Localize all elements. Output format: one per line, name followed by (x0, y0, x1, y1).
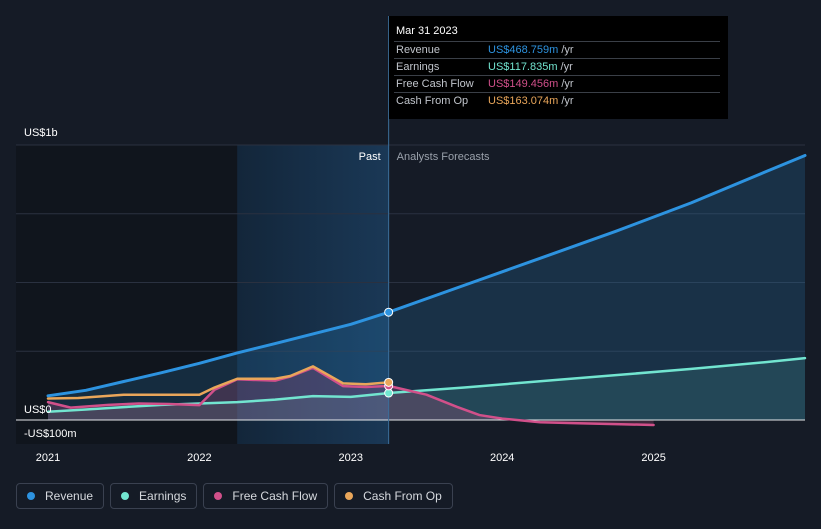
tooltip-value-wrap: US$163.074m/yr (488, 95, 574, 107)
chart-legend: Revenue Earnings Free Cash Flow Cash Fro… (16, 483, 453, 511)
earnings-line (46, 356, 807, 413)
tooltip-unit: /yr (560, 61, 573, 73)
tooltip-row-free-cash-flow: Free Cash Flow US$149.456m/yr (394, 75, 720, 92)
data-tooltip: Mar 31 2023 Revenue US$468.759m/yr Earni… (389, 16, 728, 119)
tooltip-value-wrap: US$117.835m/yr (488, 61, 573, 73)
past-label: Past (359, 151, 381, 163)
tooltip-value: US$149.456m (488, 78, 559, 90)
tooltip-unit: /yr (561, 44, 574, 56)
revenue-dot-icon (27, 492, 35, 500)
x-tick-label: 2022 (187, 452, 211, 464)
tooltip-value-wrap: US$149.456m/yr (488, 78, 574, 90)
legend-item-earnings[interactable]: Earnings (110, 483, 198, 509)
cash-from-op-line (46, 365, 390, 400)
legend-label: Revenue (45, 489, 94, 503)
x-tick-label: 2023 (339, 452, 363, 464)
legend-label: Free Cash Flow (232, 489, 318, 503)
legend-item-free-cash-flow[interactable]: Free Cash Flow (203, 483, 329, 509)
cash-from-op-marker (384, 377, 394, 387)
legend-label: Cash From Op (363, 489, 442, 503)
revenue-line (46, 153, 807, 398)
free-cash-flow-dot-icon (214, 492, 223, 500)
x-tick-label: 2021 (36, 452, 60, 464)
tooltip-row-revenue: Revenue US$468.759m/yr (394, 41, 720, 58)
tooltip-value: US$468.759m (488, 44, 559, 56)
y-axis-label: US$1b (24, 127, 58, 139)
legend-item-cash-from-op[interactable]: Cash From Op (334, 483, 453, 509)
tooltip-unit: /yr (561, 78, 574, 90)
past-region (237, 145, 389, 444)
tooltip-date: Mar 31 2023 (396, 25, 458, 37)
y-axis-label: US$0 (24, 404, 52, 416)
tooltip-value: US$117.835m (488, 61, 558, 73)
tooltip-row-cash-from-op: Cash From Op US$163.074m/yr (394, 92, 720, 109)
revenue-marker (384, 307, 394, 317)
tooltip-label: Free Cash Flow (396, 78, 474, 90)
tooltip-unit: /yr (561, 95, 574, 107)
legend-label: Earnings (139, 489, 187, 503)
forecast-label: Analysts Forecasts (397, 151, 490, 163)
earnings-area (48, 358, 805, 420)
tooltip-label: Cash From Op (396, 95, 469, 107)
tooltip-label: Earnings (396, 61, 440, 73)
x-tick-label: 2025 (641, 452, 665, 464)
legend-item-revenue[interactable]: Revenue (16, 483, 105, 509)
tooltip-row-earnings: Earnings US$117.835m/yr (394, 58, 720, 75)
y-axis-label: -US$100m (24, 428, 77, 440)
cash-from-op-dot-icon (345, 492, 354, 500)
tooltip-label: Revenue (396, 44, 441, 56)
tooltip-value: US$163.074m (488, 95, 559, 107)
earnings-dot-icon (121, 492, 130, 500)
x-tick-label: 2024 (490, 452, 514, 464)
tooltip-value-wrap: US$468.759m/yr (488, 44, 574, 56)
free-cash-flow-line (46, 366, 655, 427)
